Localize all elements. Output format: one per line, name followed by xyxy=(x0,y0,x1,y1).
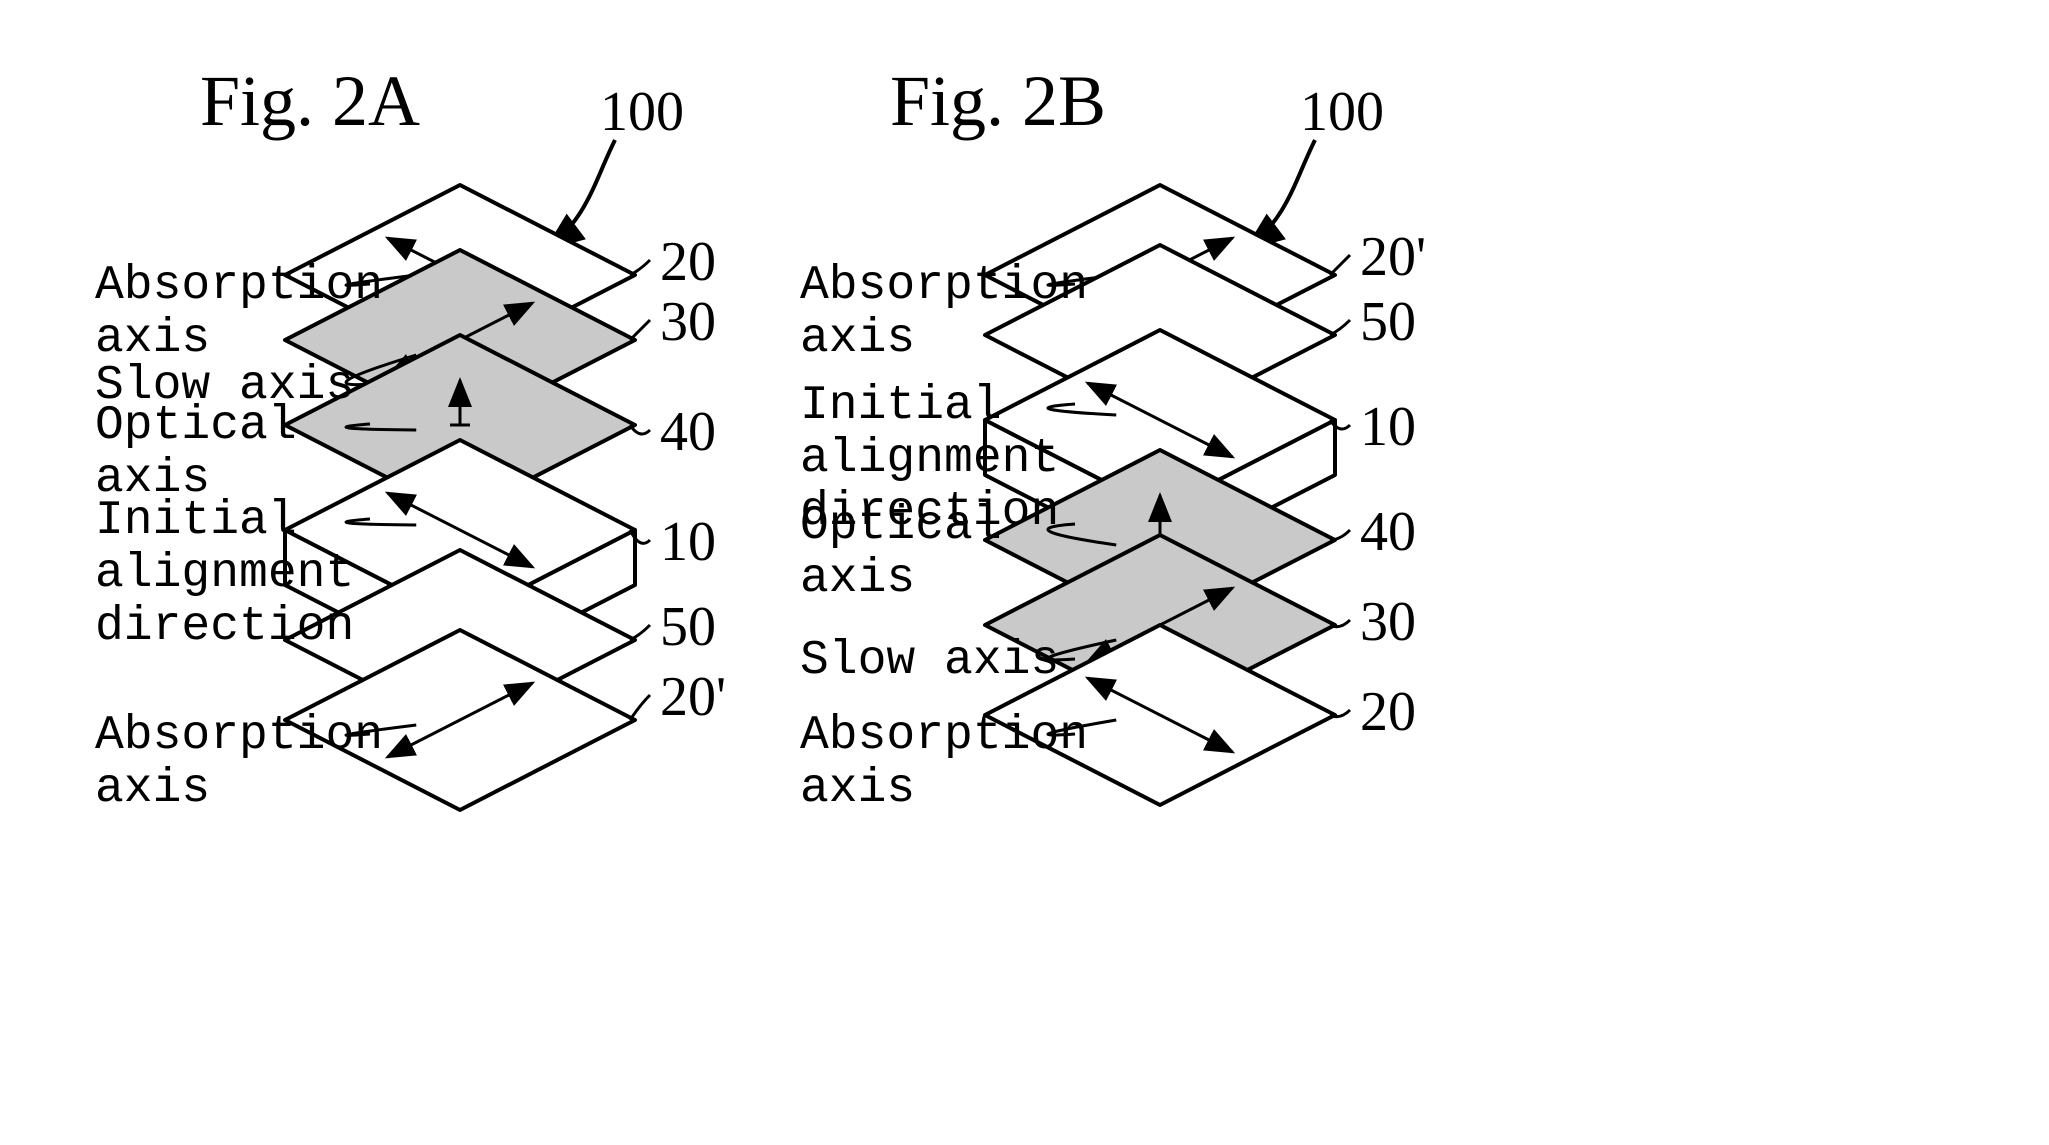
label-lc-cell: Initial alignment direction xyxy=(95,495,354,653)
label-slow-axis-plate: Slow axis xyxy=(800,635,1059,688)
label-top-polarizer: Absorption axis xyxy=(800,260,1088,366)
label-top-polarizer: Absorption axis xyxy=(95,260,383,366)
ref-slow-axis-plate: 30 xyxy=(1360,590,1416,654)
ref-top-polarizer: 20 xyxy=(660,230,716,294)
ref-optical-plate: 40 xyxy=(660,400,716,464)
ref-plate-50: 50 xyxy=(1360,290,1416,354)
ref-optical-plate: 40 xyxy=(1360,500,1416,564)
ref-plate-50: 50 xyxy=(660,595,716,659)
ref-slow-axis-plate: 30 xyxy=(660,290,716,354)
ref-bottom-polarizer: 20' xyxy=(660,665,726,729)
page: Fig. 2A Fig. 2B 100 100 20Absorption axi… xyxy=(0,0,2049,1145)
label-bottom-polarizer: Absorption axis xyxy=(800,710,1088,816)
ref-top-polarizer: 20' xyxy=(1360,225,1426,289)
ref-bottom-polarizer: 20 xyxy=(1360,680,1416,744)
ref-lc-cell: 10 xyxy=(660,510,716,574)
ref-lc-cell: 10 xyxy=(1360,395,1416,459)
label-optical-plate: Optical axis xyxy=(800,500,1002,606)
label-bottom-polarizer: Absorption axis xyxy=(95,710,383,816)
label-optical-plate: Optical axis xyxy=(95,400,297,506)
